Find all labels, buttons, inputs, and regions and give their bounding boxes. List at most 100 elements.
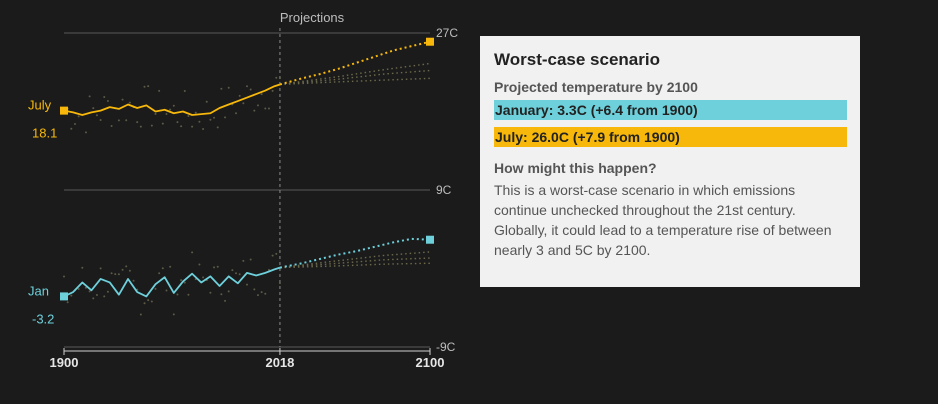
scatter-point <box>139 125 142 128</box>
scatter-point <box>235 272 238 275</box>
scatter-point <box>253 109 256 112</box>
scatter-point <box>106 290 109 293</box>
scatter-point <box>256 294 259 297</box>
start-marker <box>60 292 68 301</box>
scatter-point <box>242 259 245 262</box>
scatter-point <box>77 115 80 118</box>
scatter-point <box>256 104 259 107</box>
scatter-point <box>161 267 164 270</box>
scatter-point <box>92 107 95 110</box>
scatter-point <box>165 289 168 292</box>
series-name-label: Jan <box>28 283 49 298</box>
scatter-point <box>216 126 219 129</box>
scatter-point <box>165 112 168 115</box>
scatter-point <box>198 263 201 266</box>
scenario-title: Worst-case scenario <box>494 50 660 69</box>
scatter-point <box>176 121 179 124</box>
scatter-point <box>238 94 241 97</box>
scatter-point <box>213 116 216 119</box>
scatter-point <box>198 120 201 123</box>
scenario-panel: Worst-case scenario Projected temperatur… <box>480 36 860 287</box>
historical-line <box>63 266 281 298</box>
scatter-point <box>125 265 128 268</box>
y-gridline-label: 9C <box>436 183 452 197</box>
scatter-point <box>224 116 227 119</box>
scenario-question: How might this happen? <box>494 160 657 176</box>
scatter-point <box>202 276 205 279</box>
scatter-point <box>117 273 120 276</box>
scatter-point <box>139 313 142 316</box>
scatter-point <box>128 101 131 104</box>
x-tick-label: 2018 <box>265 355 294 370</box>
scatter-point <box>275 252 278 255</box>
scatter-point <box>260 93 263 96</box>
scatter-point <box>267 107 270 110</box>
scatter-point <box>88 290 91 293</box>
scatter-point <box>213 266 216 269</box>
scatter-point <box>84 286 87 289</box>
scatter-point <box>161 122 164 125</box>
scatter-point <box>143 302 146 305</box>
scatter-point <box>187 293 190 296</box>
y-gridline-label: -9C <box>436 340 456 354</box>
scatter-point <box>202 128 205 131</box>
scatter-point <box>249 258 252 261</box>
start-marker <box>60 106 68 115</box>
scatter-point <box>242 102 245 105</box>
scatter-point <box>132 279 135 282</box>
july-projection-bar: July: 26.0C (+7.9 from 1900) <box>494 127 847 147</box>
scatter-point <box>154 287 157 290</box>
scatter-point <box>231 269 234 272</box>
scatter-point <box>220 293 223 296</box>
scatter-point <box>183 90 186 93</box>
scatter-point <box>99 267 102 270</box>
scatter-point <box>121 98 124 101</box>
scatter-point <box>103 295 106 298</box>
series-start-value: 18.1 <box>32 126 57 141</box>
scatter-point <box>154 112 157 115</box>
scatter-point <box>227 290 230 293</box>
scatter-point <box>99 119 102 122</box>
x-tick-label: 1900 <box>50 355 79 370</box>
scatter-point <box>227 86 230 89</box>
scatter-point <box>191 125 194 128</box>
projection-line <box>279 237 431 269</box>
scatter-point <box>205 100 208 103</box>
scatter-point <box>271 254 274 257</box>
projections-label: Projections <box>280 10 345 25</box>
scatter-point <box>246 85 248 88</box>
scatter-point <box>84 131 87 134</box>
scatter-point <box>121 268 124 271</box>
scatter-point <box>110 272 113 275</box>
scatter-point <box>180 279 183 282</box>
scatter-point <box>147 299 150 302</box>
scatter-point <box>169 265 172 268</box>
scatter-point <box>73 123 76 126</box>
scatter-point <box>191 251 194 254</box>
scatter-point <box>249 88 252 91</box>
scatter-point <box>264 107 267 110</box>
scatter-point <box>103 95 106 98</box>
scatter-point <box>209 291 212 294</box>
x-tick-label: 2100 <box>416 355 445 370</box>
scatter-point <box>169 108 172 111</box>
scatter-point <box>150 124 153 127</box>
scatter-point <box>88 95 91 98</box>
scatter-point <box>209 118 212 121</box>
alt-projection-line <box>279 62 431 86</box>
scatter-point <box>158 272 161 275</box>
scatter-point <box>275 76 278 79</box>
scatter-point <box>264 292 267 295</box>
alt-projection-line <box>279 262 431 269</box>
scatter-point <box>110 124 113 127</box>
scatter-point <box>238 273 241 276</box>
temperature-chart: Projections 1900 2018 2100 27C 9C -9C July 18.… <box>28 10 458 370</box>
scatter-point <box>271 89 274 92</box>
scatter-point <box>176 293 179 296</box>
scatter-point <box>117 119 120 122</box>
scenario-description: This is a worst-case scenario in which e… <box>494 182 832 258</box>
scatter-point <box>95 114 98 117</box>
january-projection-bar: January: 3.3C (+6.4 from 1900) <box>494 100 847 120</box>
scatter-point <box>253 288 256 291</box>
scatter-point <box>70 294 73 297</box>
